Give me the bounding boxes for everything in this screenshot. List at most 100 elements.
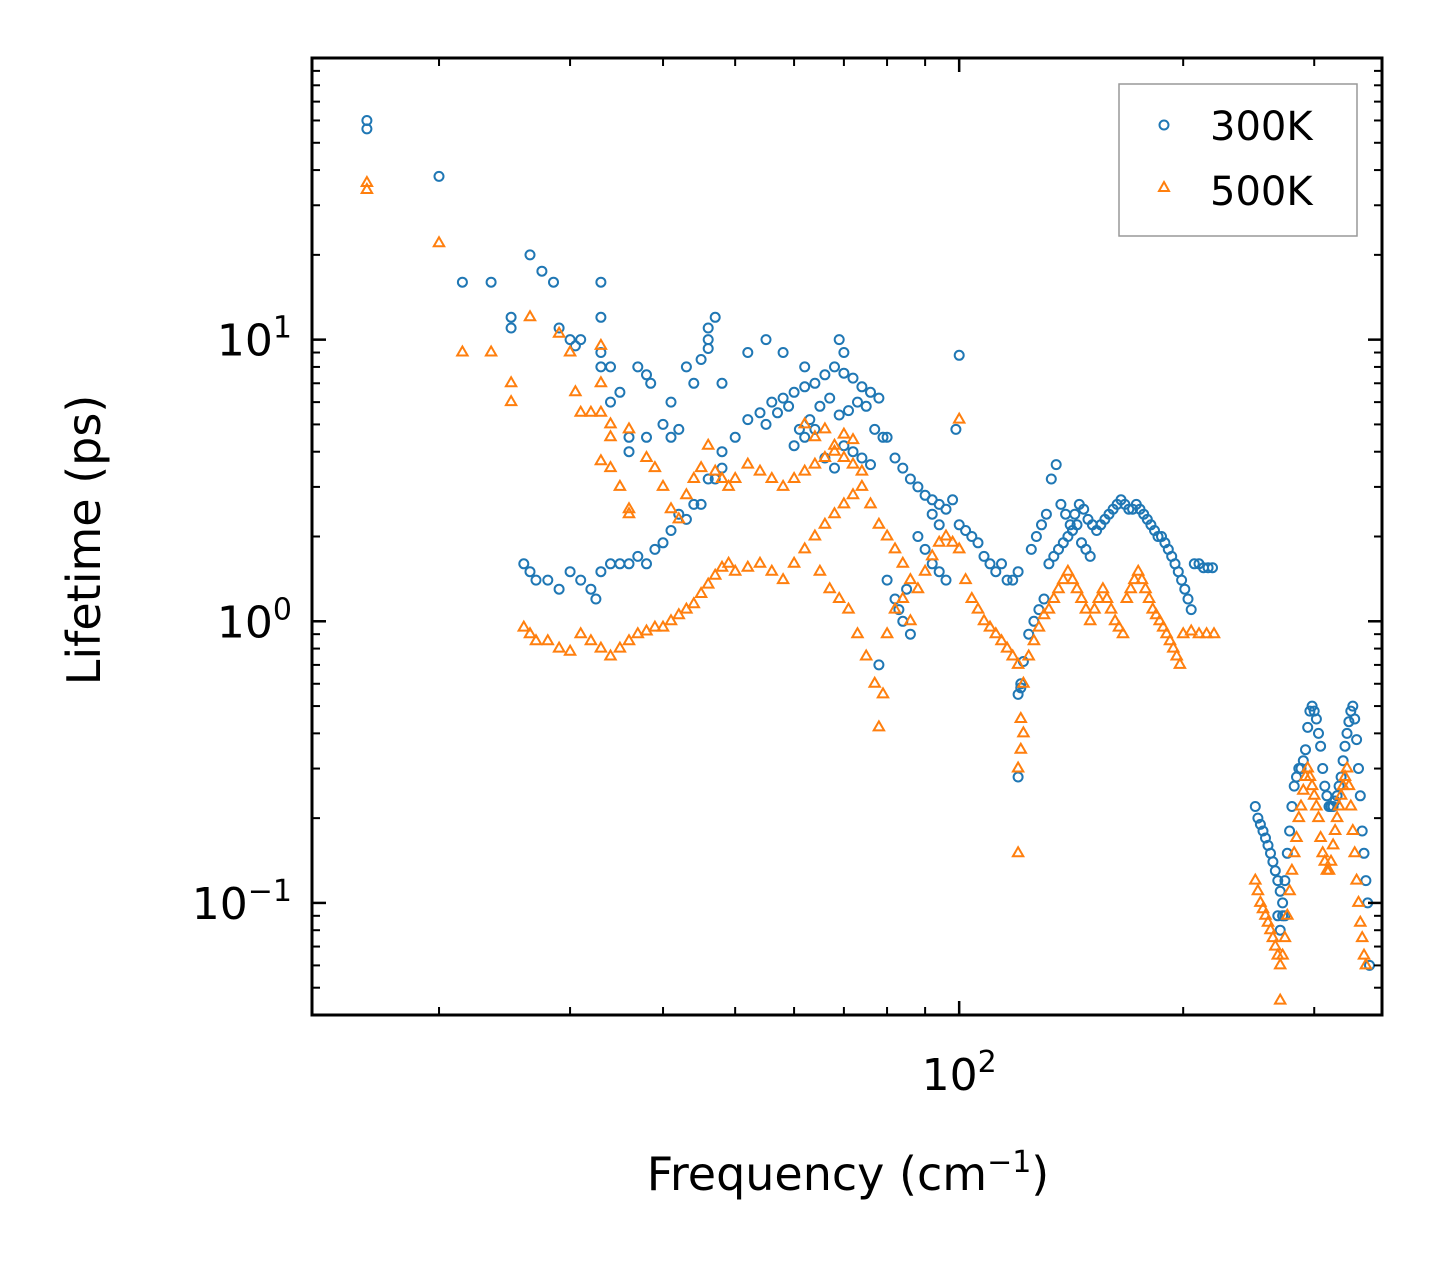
point-300k [996,558,1007,570]
point-500k [686,596,701,609]
point-300k [1188,558,1200,570]
point-300k [814,400,826,412]
point-500k [1330,810,1345,823]
point-300k [1202,562,1214,574]
point-500k [836,450,851,462]
point-300k [912,531,924,542]
point-300k [865,459,876,471]
point-300k [605,396,616,408]
x-tick-label: 102 [922,1045,997,1101]
point-300k [933,566,945,578]
point-300k [605,361,616,373]
point-500k [903,613,918,626]
point-500k [1005,648,1020,661]
point-300k [1358,847,1370,859]
point-500k [977,613,991,626]
point-300k [1267,856,1279,868]
point-500k [1192,626,1206,639]
legend-label-500k: 500K [1210,169,1314,215]
point-300k [1274,885,1286,897]
point-300k [933,519,945,531]
point-300k [1038,593,1050,605]
point-500k [593,640,608,653]
point-500k [455,344,470,357]
point-500k [787,471,802,483]
point-500k [656,478,670,491]
point-500k [1273,992,1288,1005]
point-300k [926,558,938,570]
point-500k [859,648,874,661]
point-300k [847,446,859,458]
point-500k [563,344,578,357]
point-300k [1321,790,1333,802]
point-500k [1199,626,1214,639]
point-300k [772,407,783,419]
point-300k [843,405,854,417]
point-300k [716,377,728,389]
point-300k [645,377,657,389]
point-300k [632,550,644,562]
point-500k [846,432,860,445]
legend-box [1118,83,1358,237]
point-300k [361,123,373,135]
point-500k [583,404,598,417]
point-500k [1184,623,1199,636]
point-500k [1334,787,1349,800]
point-300k [760,334,772,346]
point-300k [623,558,635,570]
point-500k [1176,626,1191,639]
point-300k [1343,716,1355,728]
point-500k [1261,914,1275,927]
point-300k [984,558,996,570]
point-300k [788,440,800,452]
point-500k [1275,947,1290,960]
point-500k [679,487,694,500]
point-500k [603,648,618,661]
point-500k [1358,957,1373,970]
point-300k [838,367,850,379]
point-300k [966,531,978,542]
point-500k [540,633,555,646]
point-300k [695,498,707,510]
point-500k [593,375,608,388]
point-500k [630,626,645,639]
point-500k [728,471,743,483]
point-500k [1152,613,1167,626]
point-300k [1078,503,1090,515]
point-300k [595,311,607,323]
point-300k [623,446,635,458]
point-500k [764,471,779,483]
point-500k [647,619,662,632]
point-300k [590,593,602,605]
point-500k [563,643,578,656]
point-500k [964,591,979,603]
point-300k [877,431,889,443]
point-300k [673,508,685,520]
point-300k [873,392,885,404]
point-500k [888,541,902,554]
point-500k [603,416,618,429]
point-500k [715,471,729,483]
point-500k [484,344,499,357]
point-300k [990,566,1002,578]
point-300k [1207,562,1218,574]
point-500k [1163,633,1177,646]
point-300k [799,361,811,373]
point-300k [709,311,721,323]
point-300k [1050,459,1062,471]
point-500k [1065,572,1080,585]
point-500k [1011,845,1026,858]
point-500k [1305,778,1320,791]
point-500k [1349,872,1364,885]
point-500k [1131,563,1146,576]
point-500k [622,501,636,514]
point-500k [1277,930,1292,943]
point-500k [552,640,567,653]
point-300k [824,392,836,404]
point-300k [1123,503,1135,515]
point-500k [708,463,723,476]
point-500k [1307,787,1322,800]
point-500k [854,463,869,476]
point-500k [836,426,851,439]
point-500k [827,437,842,450]
